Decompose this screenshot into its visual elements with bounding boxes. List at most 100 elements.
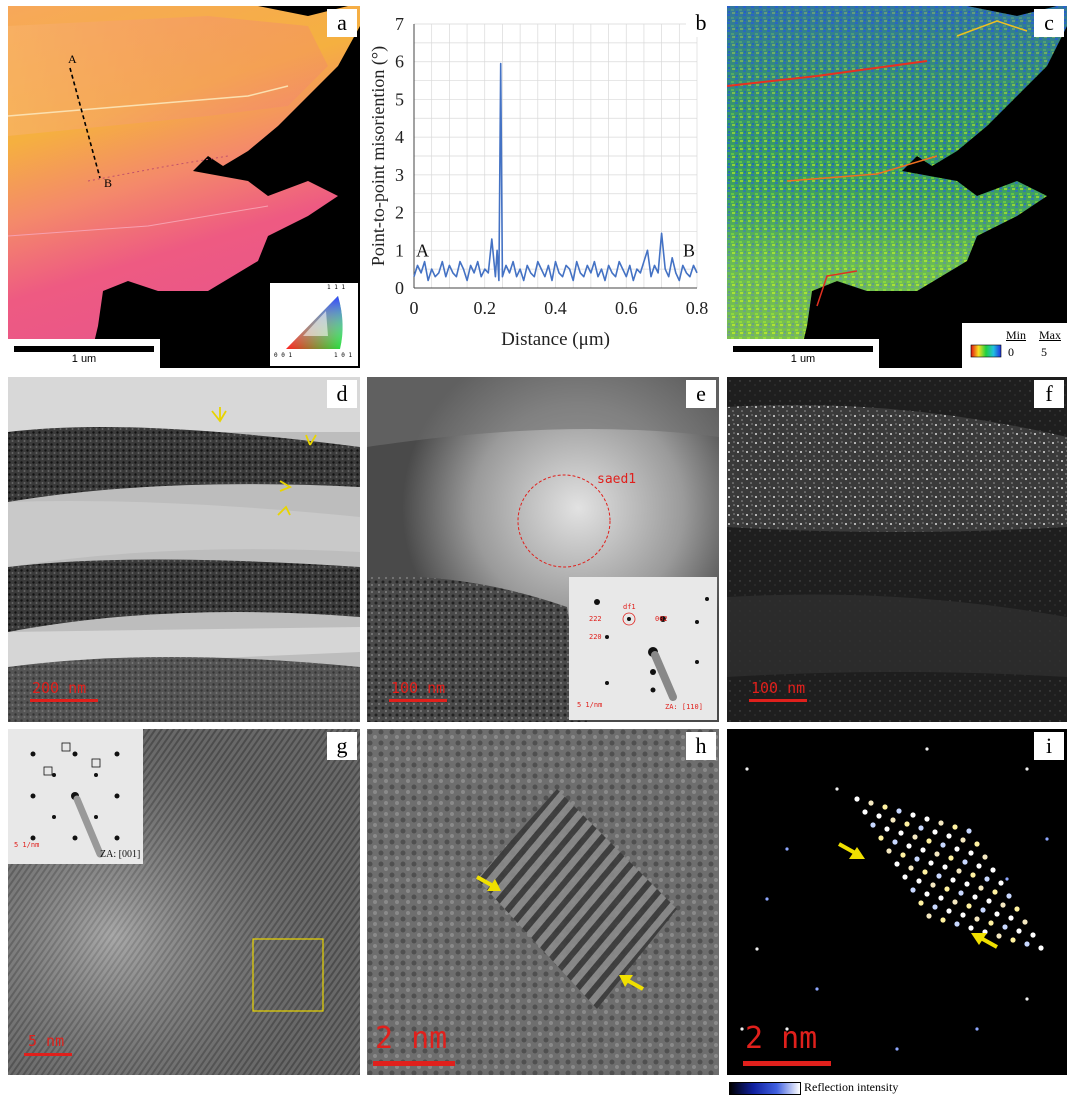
y-tick-label: 1: [395, 240, 404, 260]
tem-bright-field-image: [8, 377, 360, 722]
tem-image-with-saed-inset: [367, 377, 719, 722]
point-b-label: B: [104, 176, 113, 190]
lattice-spot: [938, 895, 944, 901]
noise-spot: [1045, 837, 1049, 841]
y-tick-label: 2: [395, 203, 404, 223]
lattice-spot: [928, 860, 934, 866]
lattice-spot: [1014, 906, 1020, 912]
lattice-spot: [960, 837, 966, 843]
lattice-spot: [1024, 941, 1030, 947]
lattice-spot: [1022, 919, 1028, 925]
legend-111-label: 1 1 1: [327, 284, 346, 291]
orientation-map-image: [8, 6, 360, 368]
scalebar-label: 1 um: [71, 353, 97, 365]
lattice-spot: [896, 808, 902, 814]
lattice-spot: [946, 833, 952, 839]
panel-i-reflection-map: 2 nm i: [727, 729, 1067, 1075]
lattice-spot: [904, 821, 910, 827]
lattice-spot: [916, 878, 922, 884]
lattice-spot: [984, 876, 990, 882]
lattice-spot: [958, 890, 964, 896]
lattice-spot: [912, 834, 918, 840]
lattice-spot: [972, 894, 978, 900]
lattice-spot: [966, 828, 972, 834]
lattice-spot: [920, 847, 926, 853]
inset-spot-222: 222: [589, 615, 602, 623]
lattice-spot: [994, 911, 1000, 917]
panel-c-kam-map: Min Max 0 5 1 um c: [727, 6, 1067, 368]
lattice-spot: [1038, 945, 1044, 951]
lattice-spot: [914, 856, 920, 862]
lattice-spot: [886, 848, 892, 854]
panel-label-g: g: [327, 732, 357, 760]
inset-spot-220: 220: [589, 633, 602, 641]
lattice-spot: [978, 885, 984, 891]
x-tick-label: 0.2: [474, 298, 497, 318]
dark-field-image: [727, 377, 1067, 722]
x-tick-label: 0.4: [544, 298, 567, 318]
x-tick-label: 0: [410, 298, 419, 318]
lattice-spot: [1002, 924, 1008, 930]
legend-101-label: 1 0 1: [334, 352, 353, 359]
noise-spot: [1025, 767, 1029, 771]
scalebar-bar: [733, 346, 873, 352]
lattice-spot: [924, 816, 930, 822]
scalebar-label: 100 nm: [391, 679, 446, 697]
lattice-spot: [966, 903, 972, 909]
lattice-spot: [1016, 928, 1022, 934]
scalebar-label: 1 um: [790, 353, 816, 365]
scalebar-bar: [389, 699, 447, 702]
noise-spot: [765, 897, 769, 901]
lattice-spot: [974, 916, 980, 922]
y-tick-label: 7: [395, 14, 404, 34]
lattice-spot: [944, 886, 950, 892]
panel-h-hrtem-zoom: 2 nm h: [367, 729, 719, 1075]
lattice-spot: [938, 820, 944, 826]
lattice-spot: [1030, 932, 1036, 938]
lattice-spot: [980, 907, 986, 913]
lattice-spot: [926, 913, 932, 919]
inset-spot-df1: df1: [623, 603, 636, 611]
lattice-spot: [936, 873, 942, 879]
noise-spot: [895, 1047, 899, 1051]
panel-b-misorientation-chart: 0 1 2 3 4 5 6 7 0 0.2 0.4 0.6 0.8 Distance (μm) Point-…: [367, 6, 719, 368]
lattice-spot: [882, 804, 888, 810]
y-tick-label: 5: [395, 89, 404, 109]
scalebar-label: 100 nm: [751, 679, 806, 697]
lattice-spot: [998, 880, 1004, 886]
panel-a-orientation-map: A B 1 1 1 0 0 1 1 0 1 1 um a: [8, 6, 360, 368]
panel-d-tem-image: 200 nm d: [8, 377, 360, 722]
hrtem-zoom-image: [367, 729, 719, 1075]
y-tick-label: 0: [395, 278, 404, 298]
inset-scalebar-label: 5 1/nm: [577, 701, 603, 709]
scalebar-label: 2 nm: [375, 1021, 448, 1056]
lattice-spot: [970, 872, 976, 878]
noise-spot: [740, 1027, 744, 1031]
inset-spot-002: 002: [655, 615, 668, 623]
lattice-spot: [986, 898, 992, 904]
panel-label-b: b: [686, 9, 716, 37]
panel-g-hrtem: 5 1/nm ZA: [001] 5 nm g: [8, 729, 360, 1075]
scalebar-box: 1 um: [8, 339, 160, 368]
noise-spot: [745, 767, 749, 771]
reflection-colorbar: [729, 1082, 801, 1095]
lattice-spot: [988, 920, 994, 926]
noise-spot: [1025, 997, 1029, 1001]
panel-label-h: h: [686, 732, 716, 760]
lattice-spot: [952, 824, 958, 830]
lattice-spot: [948, 855, 954, 861]
panel-label-c: c: [1034, 9, 1064, 37]
lattice-spot: [974, 841, 980, 847]
lattice-spot: [876, 813, 882, 819]
scalebar-box: 1 um: [727, 339, 879, 368]
lattice-spot: [952, 899, 958, 905]
noise-spot: [1005, 877, 1009, 881]
lattice-spot: [960, 912, 966, 918]
legend-max-label: Max: [1039, 328, 1061, 342]
lattice-spot: [922, 869, 928, 875]
legend-min-value: 0: [1008, 345, 1014, 359]
y-axis-label: Point-to-point misoriention (°): [368, 46, 389, 266]
reflection-intensity-map: [727, 729, 1067, 1075]
lattice-spot: [1000, 902, 1006, 908]
lattice-spot: [918, 900, 924, 906]
